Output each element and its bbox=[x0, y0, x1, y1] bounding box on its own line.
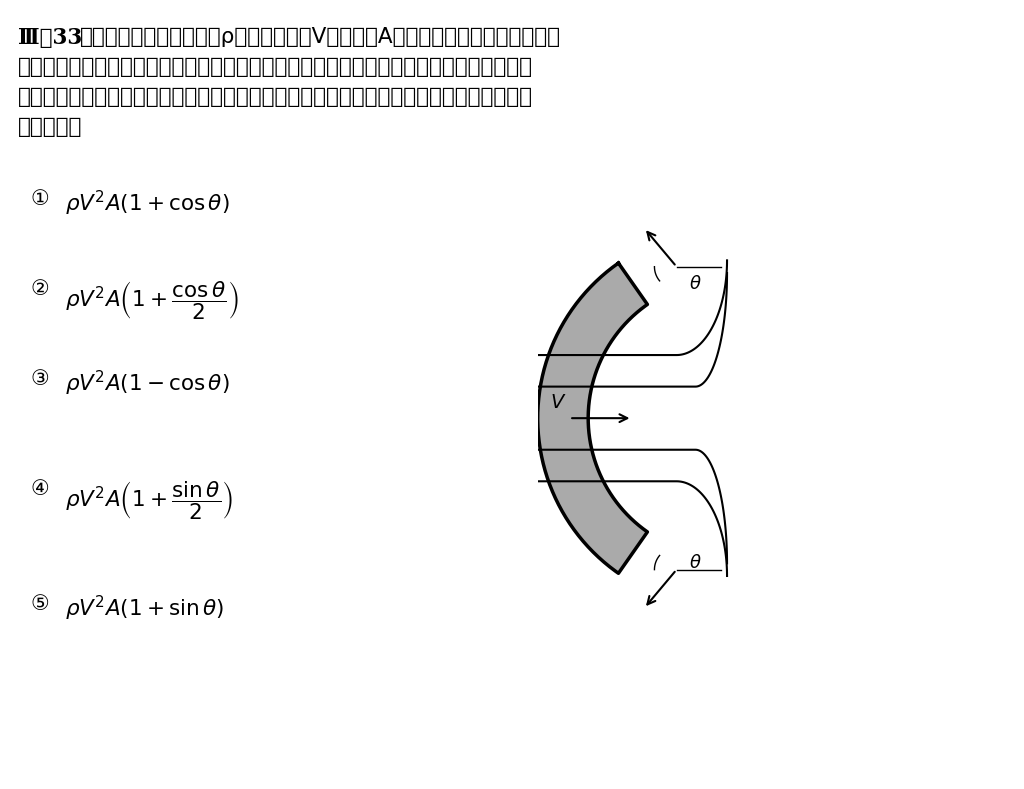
Text: $\rho V^2 A\left(1 + \dfrac{\cos\theta}{2}\right)$: $\rho V^2 A\left(1 + \dfrac{\cos\theta}{… bbox=[65, 279, 239, 322]
Text: 下図に示すように，密度ρの流体が流速V，断面積Aの噴流となって，曲面状の壁: 下図に示すように，密度ρの流体が流速V，断面積Aの噴流となって，曲面状の壁 bbox=[80, 27, 561, 47]
Text: $\theta$: $\theta$ bbox=[689, 275, 701, 294]
Text: $\rho V^2 A(1 + \cos\theta)$: $\rho V^2 A(1 + \cos\theta)$ bbox=[65, 189, 229, 219]
Text: ②: ② bbox=[30, 279, 49, 299]
Text: ④: ④ bbox=[30, 479, 49, 499]
Text: $\rho V^2 A(1 - \cos\theta)$: $\rho V^2 A(1 - \cos\theta)$ bbox=[65, 369, 229, 398]
Polygon shape bbox=[538, 263, 647, 574]
Text: $\rho V^2 A(1 + \sin\theta)$: $\rho V^2 A(1 + \sin\theta)$ bbox=[65, 594, 224, 623]
Text: $\theta$: $\theta$ bbox=[689, 555, 701, 572]
Text: Ⅲ－33: Ⅲ－33 bbox=[18, 27, 82, 49]
Text: はどれか。: はどれか。 bbox=[18, 117, 82, 137]
Text: ⑤: ⑤ bbox=[30, 594, 49, 614]
Text: $V$: $V$ bbox=[550, 393, 566, 412]
Text: ③: ③ bbox=[30, 369, 49, 389]
Text: $\rho V^2 A\left(1 + \dfrac{\sin\theta}{2}\right)$: $\rho V^2 A\left(1 + \dfrac{\sin\theta}{… bbox=[65, 479, 233, 522]
Text: ①: ① bbox=[30, 189, 49, 209]
Text: 性の影響を無視するとき，噴流が壁に及ぼす力の大きさを表す式として，最も適切なもの: 性の影響を無視するとき，噴流が壁に及ぼす力の大きさを表す式として，最も適切なもの bbox=[18, 87, 534, 107]
Text: に衝突して２方向に均等に分かれている。噴流の流出方向は曲面に沿っている。重力と粘: に衝突して２方向に均等に分かれている。噴流の流出方向は曲面に沿っている。重力と粘 bbox=[18, 57, 534, 77]
